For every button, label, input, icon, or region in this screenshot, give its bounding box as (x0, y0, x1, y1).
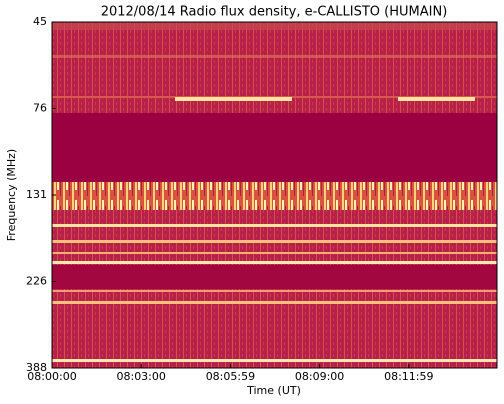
chart-title: 2012/08/14 Radio flux density, e-CALLIST… (101, 5, 448, 20)
y-axis-label: Frequency (MHz) (5, 149, 18, 241)
x-tick-label: 08:09:00 (295, 370, 344, 383)
y-tick-label: 45 (33, 15, 47, 28)
x-tick-label: 08:05:59 (206, 370, 255, 383)
y-tick-label: 131 (26, 188, 47, 201)
x-axis-label: Time (UT) (246, 384, 301, 397)
x-tick-label: 08:00:00 (27, 370, 76, 383)
spectrogram (52, 22, 497, 368)
x-tick-label: 08:11:59 (384, 370, 433, 383)
y-tick-label: 388 (26, 361, 47, 374)
x-tick-label: 08:03:00 (116, 370, 165, 383)
y-tick-label: 76 (33, 102, 47, 115)
y-tick-label: 226 (26, 275, 47, 288)
